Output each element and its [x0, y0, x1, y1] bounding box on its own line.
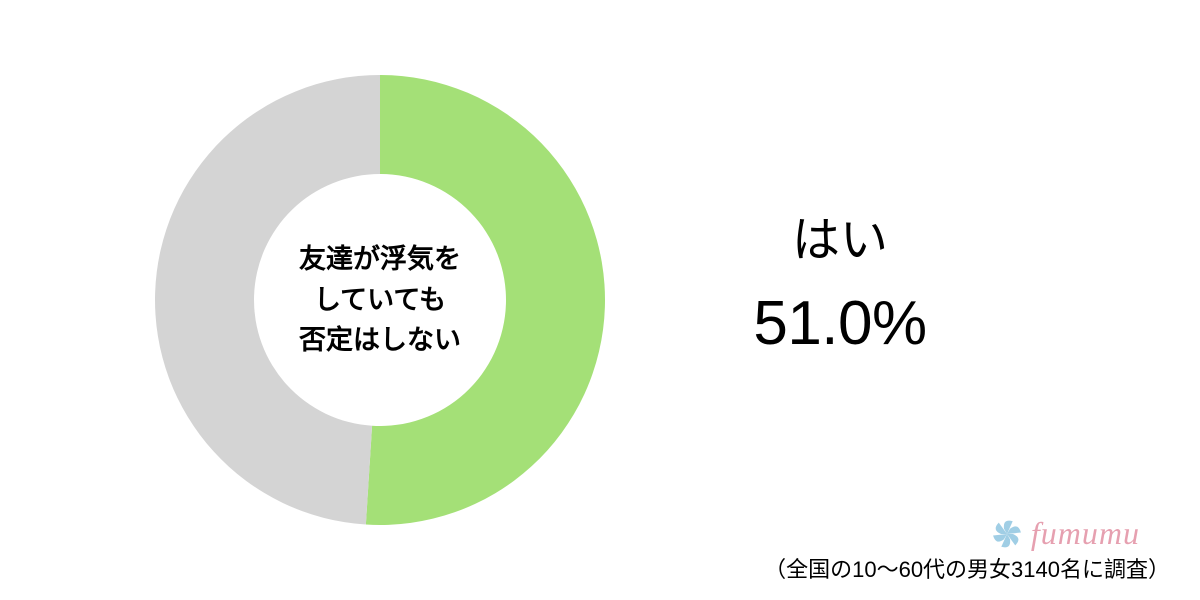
chart-question-label: 友達が浮気を していても 否定はしない	[150, 70, 610, 530]
flower-icon	[989, 516, 1025, 552]
answer-block: はい 51.0%	[680, 200, 1000, 359]
question-line: 否定はしない	[299, 320, 461, 361]
question-line: 友達が浮気を	[299, 239, 461, 280]
answer-label: はい	[680, 200, 1000, 270]
brand-name: fumumu	[1031, 515, 1140, 552]
survey-footnote: （全国の10〜60代の男女3140名に調査）	[764, 552, 1170, 584]
answer-percentage: 51.0%	[680, 288, 1000, 359]
chart-stage: 友達が浮気を していても 否定はしない はい 51.0% fumumu （全国の…	[0, 0, 1200, 600]
question-line: していても	[299, 280, 461, 321]
brand-logo: fumumu	[989, 515, 1140, 552]
